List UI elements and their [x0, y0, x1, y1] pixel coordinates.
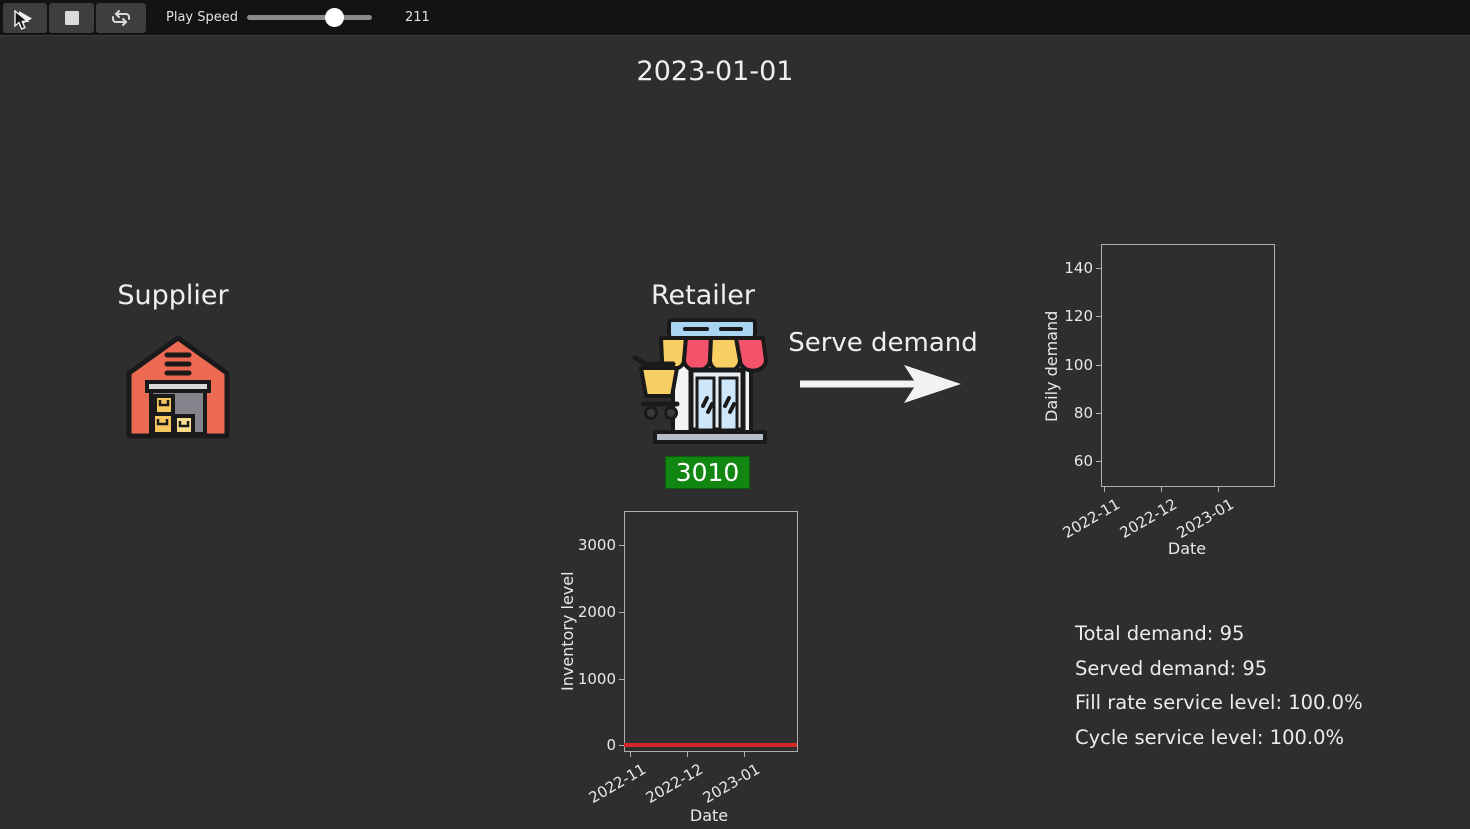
y-tick-label: 140 [1064, 259, 1093, 277]
mouse-cursor-icon [14, 10, 30, 30]
x-tick-label: 2022-11 [585, 760, 649, 807]
tick-mark [1161, 487, 1162, 492]
daily-demand-plot-area [1101, 244, 1275, 487]
play-speed-label: Play Speed [166, 10, 238, 25]
x-tick-label: 2022-12 [642, 760, 706, 807]
tick-mark [1218, 487, 1219, 492]
supplier-warehouse-icon [126, 335, 230, 439]
daily-demand-x-axis-label: Date [1167, 539, 1207, 558]
fill-rate-stat: Fill rate service level: 100.0% [1075, 691, 1363, 714]
inventory-zero-baseline [624, 743, 797, 747]
stop-icon [64, 11, 79, 25]
y-tick-label: 100 [1064, 356, 1093, 374]
inventory-plot-area [624, 511, 798, 752]
shopping-cart-icon [632, 355, 680, 420]
x-tick-label: 2022-11 [1059, 495, 1123, 542]
tick-mark [744, 752, 745, 757]
loop-icon [112, 10, 130, 26]
cycle-service-stat: Cycle service level: 100.0% [1075, 725, 1345, 749]
y-tick-label: 2000 [577, 603, 616, 621]
tick-mark [1096, 365, 1101, 366]
supplier-label: Supplier [117, 280, 229, 311]
play-speed-slider-track[interactable] [247, 15, 372, 20]
x-tick-label: 2022-12 [1116, 495, 1180, 542]
y-tick-label: 3000 [577, 536, 616, 554]
serve-demand-label: Serve demand [788, 328, 978, 358]
playback-toolbar: Play Speed 211 [0, 0, 1470, 36]
retailer-store-icon [632, 318, 768, 444]
tick-mark [1096, 268, 1101, 269]
retailer-inventory-badge: 3010 [665, 456, 750, 489]
y-tick-label: 1000 [577, 670, 616, 688]
service-stats-block: Total demand: 95 Served demand: 95 Fill … [1075, 617, 1363, 755]
y-tick-label: 80 [1073, 404, 1093, 422]
play-speed-slider-thumb[interactable] [325, 8, 344, 27]
tick-mark [619, 612, 624, 613]
y-tick-label: 120 [1064, 307, 1093, 325]
y-tick-label: 0 [606, 736, 616, 754]
tick-mark [1096, 316, 1101, 317]
inventory-x-axis-label: Date [689, 806, 729, 825]
stop-button[interactable] [49, 3, 94, 33]
tick-mark [687, 752, 688, 757]
retailer-label: Retailer [650, 280, 755, 311]
tick-mark [619, 745, 624, 746]
inventory-y-axis-label: Inventory level [558, 571, 577, 691]
x-tick-label: 2023-01 [1173, 495, 1237, 542]
served-demand-stat: Served demand: 95 [1075, 656, 1268, 680]
tick-mark [630, 752, 631, 757]
tick-mark [1096, 413, 1101, 414]
daily-demand-y-axis-label: Daily demand [1042, 310, 1061, 422]
tick-mark [1104, 487, 1105, 492]
x-tick-label: 2023-01 [699, 760, 763, 807]
loop-button[interactable] [96, 3, 146, 33]
play-speed-value: 211 [405, 10, 430, 25]
serve-demand-arrow-icon [800, 365, 961, 403]
total-demand-stat: Total demand: 95 [1075, 622, 1245, 645]
tick-mark [619, 545, 624, 546]
frame-date-title: 2023-01-01 [636, 56, 794, 87]
tick-mark [1096, 461, 1101, 462]
tick-mark [619, 679, 624, 680]
y-tick-label: 60 [1073, 452, 1093, 470]
